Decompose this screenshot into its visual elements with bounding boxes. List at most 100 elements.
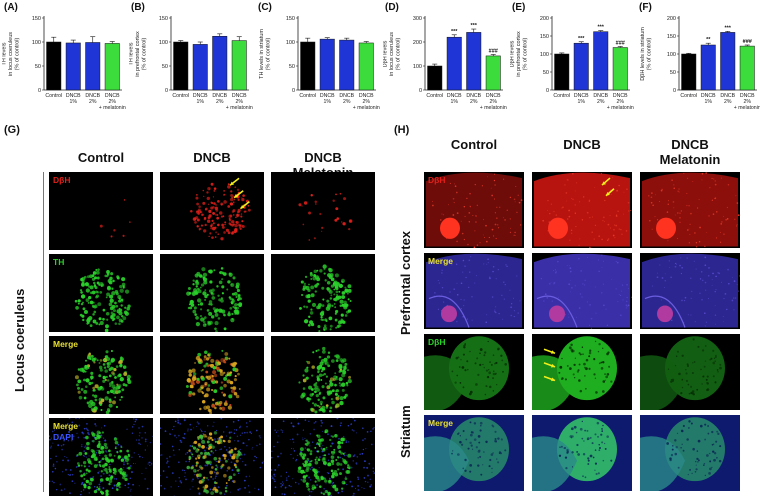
stain-speck	[506, 265, 508, 267]
stained-cell	[338, 450, 342, 454]
nucleus-dot	[361, 487, 363, 489]
stained-cell	[237, 294, 241, 297]
stain-speck	[574, 190, 576, 192]
fiber-bundle	[480, 473, 483, 476]
stain-speck	[690, 297, 692, 299]
stained-cell	[116, 309, 121, 314]
stained-cell	[237, 198, 240, 202]
fiber-bundle	[495, 361, 498, 365]
stain-speck	[463, 299, 465, 301]
stained-cell	[223, 327, 227, 331]
fiber-bundle	[504, 362, 508, 366]
x-tick-label: 1%	[451, 99, 459, 105]
stained-cell	[304, 368, 309, 373]
nucleus-dot	[320, 419, 323, 422]
stained-cell	[230, 393, 233, 396]
nucleus-dot	[53, 429, 56, 431]
x-tick-label: 2%	[89, 99, 97, 105]
micrograph-image	[640, 253, 740, 329]
nucleus-dot	[144, 440, 147, 443]
stained-cell	[99, 359, 103, 362]
nucleus-dot	[364, 460, 366, 462]
stained-cell	[331, 400, 335, 405]
fiber-bundle	[610, 459, 613, 462]
stained-cell	[113, 454, 116, 457]
stained-cell	[314, 458, 317, 461]
stained-cell	[194, 313, 197, 316]
stain-speck	[565, 192, 568, 194]
nucleus-dot	[242, 460, 244, 463]
nucleus-dot	[292, 478, 294, 480]
stained-cell	[208, 432, 213, 436]
fiber-bundle	[594, 340, 597, 343]
stained-cell	[110, 458, 114, 463]
fiber-bundle	[696, 388, 699, 391]
stain-speck	[735, 297, 737, 299]
stained-cell	[187, 306, 191, 310]
fiber-bundle	[697, 439, 701, 443]
stained-cell	[106, 318, 109, 321]
nucleus-dot	[316, 484, 318, 486]
fiber-bundle	[695, 464, 697, 466]
stained-cell	[310, 459, 313, 462]
stained-cell	[341, 487, 344, 490]
nucleus-dot	[355, 462, 358, 465]
fiber-bundle	[671, 378, 675, 382]
nucleus-dot	[104, 450, 107, 453]
fiber-bundle	[604, 442, 606, 445]
stain-speck	[618, 294, 620, 295]
stain-speck	[609, 189, 611, 191]
stain-speck	[463, 238, 465, 241]
stained-cell	[230, 448, 234, 452]
stain-speck	[659, 264, 661, 266]
nucleus-dot	[98, 483, 101, 486]
stained-cell	[197, 289, 202, 294]
fiber-bundle	[693, 361, 696, 363]
nucleus-dot	[146, 487, 149, 490]
fiber-bundle	[457, 453, 460, 456]
nucleus-dot	[173, 434, 176, 437]
stain-speck	[510, 306, 512, 309]
fiber-bundle	[489, 361, 492, 364]
stained-cell	[234, 447, 237, 451]
nucleus-dot	[127, 486, 130, 489]
y-axis-label-line: DβH levels in striatum	[640, 27, 646, 81]
stained-cell	[93, 489, 98, 494]
fiber-bundle	[492, 452, 494, 454]
fiber-bundle	[483, 354, 486, 357]
nucleus-dot	[52, 464, 55, 467]
stained-cell	[339, 192, 342, 195]
stained-cell	[211, 403, 216, 408]
stained-cell	[344, 477, 348, 480]
bar-chart: TH levels in prefrontal cortex (% of contr…	[129, 16, 253, 111]
stained-cell	[99, 465, 102, 468]
stained-cell	[334, 312, 337, 315]
nucleus-dot	[229, 454, 232, 456]
stained-cell	[211, 315, 215, 319]
stain-speck	[493, 179, 496, 182]
stain-speck	[492, 235, 495, 237]
stained-cell	[319, 311, 325, 317]
stain-speck	[695, 242, 698, 244]
micrograph-drawing	[424, 415, 524, 491]
stain-speck	[579, 293, 582, 295]
significance-marker: **	[706, 37, 711, 43]
stained-cell	[348, 375, 352, 379]
nucleus-dot	[100, 434, 103, 437]
fiber-bundle	[479, 348, 483, 351]
stain-speck	[686, 193, 688, 195]
stained-cell	[114, 301, 117, 305]
stained-cell	[236, 214, 240, 217]
micrograph-drawing	[74, 349, 132, 414]
stain-speck	[711, 177, 713, 180]
stain-label: DβH	[53, 175, 71, 185]
stain-speck	[594, 187, 596, 188]
nucleus-dot	[309, 433, 312, 435]
nucleus-dot	[252, 446, 254, 448]
fiber-bundle	[703, 464, 705, 466]
nucleus-dot	[228, 446, 231, 449]
stained-cell	[104, 445, 108, 450]
stained-cell	[95, 268, 98, 271]
stained-cell	[108, 453, 112, 457]
stain-speck	[718, 272, 720, 275]
